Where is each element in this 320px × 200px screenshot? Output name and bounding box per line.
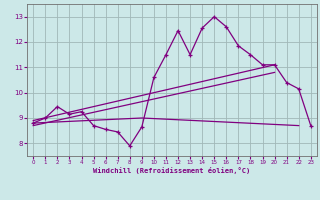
X-axis label: Windchill (Refroidissement éolien,°C): Windchill (Refroidissement éolien,°C) (93, 167, 251, 174)
